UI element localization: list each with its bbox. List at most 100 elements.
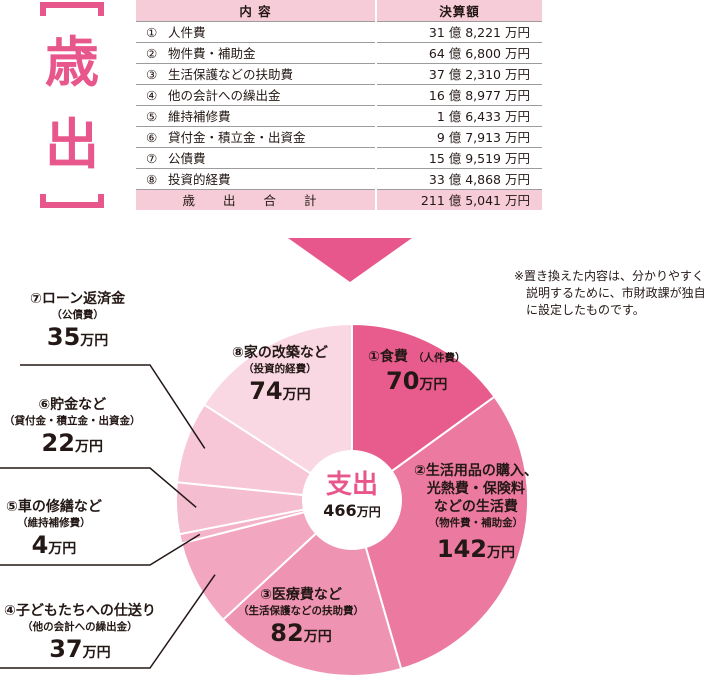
table-total-row: 歳 出 合 計 211 億 5,041 万円 (136, 189, 542, 210)
row-item: ⑧ 投資的経費 (136, 168, 377, 190)
slice-label-sub: （貸付金・積立金・出資金） (4, 415, 141, 427)
row-amount: 31 億 8,221 万円 (376, 21, 542, 43)
row-amount: 64 億 6,800 万円 (376, 42, 542, 64)
leader-line-4 (0, 574, 216, 669)
row-item: ③ 生活保護などの扶助費 (136, 63, 377, 85)
row-label: 公債費 (168, 151, 206, 166)
slice-label-medical: ③医療費など （生活保護などの扶助費） 82万円 (238, 586, 364, 648)
table-row: ⑥ 貸付金・積立金・出資金 9 億 7,913 万円 (136, 126, 542, 148)
table-row: ⑧ 投資的経費 33 億 4,868 万円 (136, 168, 542, 190)
row-label: 貸付金・積立金・出資金 (168, 130, 306, 145)
slice-label-name: ⑥貯金など (38, 397, 107, 413)
row-item: ⑦ 公債費 (136, 147, 377, 169)
footnote-line: に設定したものです。 (526, 303, 645, 317)
slice-label-sub: （公債費） (51, 309, 104, 321)
slice-label-value: 37 (49, 635, 83, 663)
row-item: ① 人件費 (136, 21, 377, 43)
slice-label-unit: 万円 (419, 377, 448, 393)
slice-label-value: 82 (270, 619, 304, 647)
section-label-char: 出 (45, 113, 99, 176)
slice-label-unit: 万円 (48, 541, 77, 557)
slice-label-sub: （物件費・補助金） (428, 517, 524, 529)
table-header-row: 内 容 決算額 (136, 0, 542, 22)
leader-line-5 (0, 533, 201, 566)
slice-label-living: ②生活用品の購入、 光熱費・保険料 などの生活費 （物件費・補助金） 142万円 (414, 462, 538, 564)
section-label-char: 歳 (45, 31, 99, 94)
row-amount: 37 億 2,310 万円 (376, 63, 542, 85)
slice-label-name: ③医療費など (260, 587, 342, 603)
row-label: 生活保護などの扶助費 (168, 67, 294, 82)
slice-label-sub: （人件費） (412, 352, 466, 364)
row-number: ④ (146, 88, 158, 103)
row-amount: 33 億 4,868 万円 (376, 168, 542, 190)
row-number: ⑤ (146, 109, 158, 124)
footnote-line: 説明するために、市財政課が独自 (526, 286, 706, 300)
header-content: 内 容 (136, 0, 377, 22)
slice-label-sub: （維持補修費） (17, 517, 91, 529)
footnote-line: ※置き換えた内容は、分かりやすく (514, 269, 705, 283)
row-number: ③ (146, 67, 158, 82)
section-label: 歳出 (40, 0, 104, 208)
leader-line-7 (20, 364, 206, 449)
table-row: ② 物件費・補助金 64 億 6,800 万円 (136, 42, 542, 64)
row-amount: 9 億 7,913 万円 (376, 126, 542, 148)
slice-label-remittance: ④子どもたちへの仕送り （他の会計への繰出金） 37万円 (4, 602, 156, 664)
row-number: ⑧ (146, 172, 158, 187)
slice-label-name: ⑦ローン返済金 (30, 291, 126, 307)
table-row: ④ 他の会計への繰出金 16 億 8,977 万円 (136, 84, 542, 106)
center-title: 支出 (325, 470, 378, 500)
slice-label-food: ①食費 （人件費） 70万円 (368, 346, 465, 396)
row-amount: 15 億 9,519 万円 (376, 147, 542, 169)
table-row: ⑤ 維持補修費 1 億 6,433 万円 (136, 105, 542, 127)
slice-label-name: ⑤車の修繕など (6, 499, 102, 515)
row-item: ⑥ 貸付金・積立金・出資金 (136, 126, 377, 148)
footnote: ※置き換えた内容は、分かりやすく 説明するために、市財政課が独自 に設定したもの… (514, 268, 722, 319)
pie-slice-8 (202, 322, 353, 502)
row-number: ① (146, 25, 158, 40)
row-amount: 1 億 6,433 万円 (376, 105, 542, 127)
slice-label-value: 70 (386, 367, 420, 395)
row-label: 人件費 (168, 25, 206, 40)
bracket-bottom (40, 194, 104, 208)
budget-table: 内 容 決算額 ① 人件費 31 億 8,221 万円 ② 物件費・補助金 64 億 6,… (136, 0, 542, 210)
row-label: 投資的経費 (168, 172, 231, 187)
row-item: ② 物件費・補助金 (136, 42, 377, 64)
table-row: ① 人件費 31 億 8,221 万円 (136, 21, 542, 43)
slice-label-savings: ⑥貯金など （貸付金・積立金・出資金） 22万円 (4, 396, 141, 458)
total-label: 歳 出 合 計 (136, 189, 377, 210)
slice-label-sub: （生活保護などの扶助費） (238, 605, 364, 617)
slice-label-unit: 万円 (80, 333, 109, 349)
slice-label-renovation: ⑧家の改築など （投資的経費） 74万円 (232, 344, 328, 406)
row-number: ② (146, 46, 158, 61)
row-amount: 16 億 8,977 万円 (376, 84, 542, 106)
slice-label-car-repair: ⑤車の修繕など （維持補修費） 4万円 (6, 498, 102, 560)
slice-label-unit: 万円 (82, 645, 111, 661)
row-label: 他の会計への繰出金 (168, 88, 281, 103)
pie-slice-2 (350, 395, 529, 671)
pie-slice-1 (351, 322, 496, 502)
bracket-top (40, 2, 104, 16)
section-label-text: 歳出 (40, 22, 104, 186)
slice-label-unit: 万円 (303, 629, 332, 645)
row-item: ④ 他の会計への繰出金 (136, 84, 377, 106)
slice-label-name: ②生活用品の購入、 (414, 463, 538, 479)
slice-label-value: 22 (41, 429, 75, 457)
slice-label-name: ⑧家の改築など (232, 345, 328, 361)
leader-line-6 (0, 467, 197, 508)
table-row: ③ 生活保護などの扶助費 37 億 2,310 万円 (136, 63, 542, 85)
pie-center: 支出 466万円 (302, 450, 402, 550)
slice-label-sub: （投資的経費） (243, 363, 317, 375)
slice-label-name: などの生活費 (433, 499, 518, 515)
slice-label-value: 35 (46, 323, 81, 351)
slice-label-value: 4 (31, 531, 49, 559)
slice-label-value: 142 (436, 535, 487, 563)
row-number: ⑥ (146, 130, 158, 145)
slice-label-unit: 万円 (74, 439, 103, 455)
table-row: ⑦ 公債費 15 億 9,519 万円 (136, 147, 542, 169)
total-amount: 211 億 5,041 万円 (376, 189, 542, 210)
slice-label-value: 74 (249, 377, 283, 405)
slice-label-sub: （他の会計への繰出金） (22, 621, 138, 633)
slice-label-unit: 万円 (282, 387, 311, 403)
row-item: ⑤ 維持補修費 (136, 105, 377, 127)
